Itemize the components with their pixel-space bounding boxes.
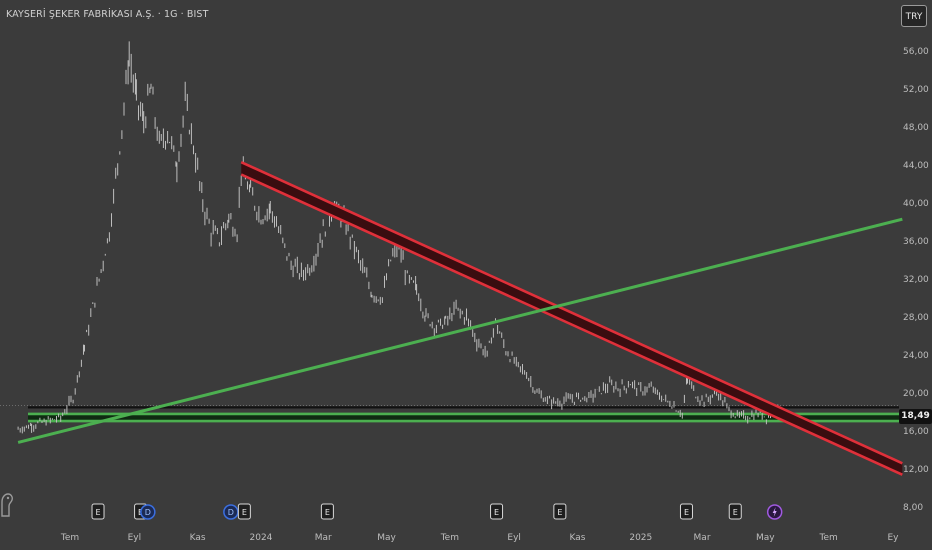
x-tick-label: Kas [570,533,586,543]
rising-support-line [17,217,903,444]
earnings-badge [553,503,567,520]
x-tick-label: Mar [315,533,332,543]
x-tick-label: Tem [440,533,459,543]
earnings-event-icon[interactable]: E [728,503,742,520]
y-tick-label: 20,00 [903,389,929,399]
x-tick-label: Mar [694,533,711,543]
y-tick-label: 36,00 [903,237,929,247]
y-tick-label: 32,00 [903,275,929,285]
last-price-tag: 18,49 [899,409,932,424]
x-tick-label: Eyl [507,533,521,543]
price-series [17,41,779,434]
price-axis[interactable]: 56,00 52,00 48,00 44,00 40,00 36,00 32,00 28,00… [903,47,929,513]
y-tick-label: 40,00 [903,199,929,209]
lightning-glyph [772,507,777,517]
y-tick-label: 28,00 [903,313,929,323]
x-tick-label: Tem [819,533,838,543]
dividend-event-icon[interactable]: D [140,504,156,520]
earnings-badge [728,503,742,520]
dividend-letter: D [145,508,151,517]
y-tick-label: 16,00 [903,427,929,437]
y-tick-label: 56,00 [903,47,929,57]
dividend-letter: D [228,508,234,517]
x-tick-label: May [377,533,396,543]
dividend-event-icon[interactable]: D [223,504,239,520]
currency-button[interactable]: TRY [901,5,927,27]
earnings-event-icon[interactable]: E [237,503,251,520]
x-tick-label: Ey [887,533,899,543]
earnings-badge [320,503,334,520]
earnings-letter: E [95,508,100,517]
symbol-title: KAYSERİ ŞEKER FABRİKASI A.Ş. · 1G · BIST [6,9,209,20]
trend-lines [17,160,903,476]
earnings-badge [237,503,251,520]
dividend-badge [140,504,156,520]
x-tick-label: 2024 [250,533,273,543]
earnings-letter: E [494,508,499,517]
y-tick-label: 44,00 [903,161,929,171]
lightning-event-icon[interactable] [766,504,783,520]
y-tick-label: 8,00 [903,503,923,513]
earnings-event-icon[interactable]: E [320,503,334,520]
y-tick-label: 12,00 [903,465,929,475]
earnings-letter: E [242,508,247,517]
earnings-letter: E [684,508,689,517]
earnings-letter: E [733,508,738,517]
x-tick-label: Tem [60,533,79,543]
earnings-letter: E [557,508,562,517]
resistance-upper-line [240,160,903,465]
earnings-badge [91,503,105,520]
earnings-event-icon[interactable]: E [553,503,567,520]
price-bars [17,41,779,434]
earnings-badge [679,503,693,520]
resistance-channel-fill [241,162,903,475]
y-tick-label: 52,00 [903,85,929,95]
resistance-lower-line [240,173,903,476]
x-tick-label: Eyl [128,533,142,543]
event-markers: EEDDEEEEEE [91,503,783,520]
y-tick-label: 24,00 [903,351,929,361]
earnings-badge [490,503,504,520]
time-axis[interactable]: Tem Eyl Kas 2024 Mar May Tem Eyl Kas 2025 Mar May Te… [60,533,899,543]
tradingview-logo [1,493,13,517]
x-tick-label: 2025 [629,533,652,543]
support-band-fill [28,413,899,422]
earnings-event-icon[interactable]: E [679,503,693,520]
earnings-event-icon[interactable]: E [91,503,105,520]
earnings-event-icon[interactable]: E [490,503,504,520]
x-tick-label: May [756,533,775,543]
x-tick-label: Kas [190,533,206,543]
y-tick-label: 48,00 [903,123,929,133]
earnings-letter: E [325,508,330,517]
